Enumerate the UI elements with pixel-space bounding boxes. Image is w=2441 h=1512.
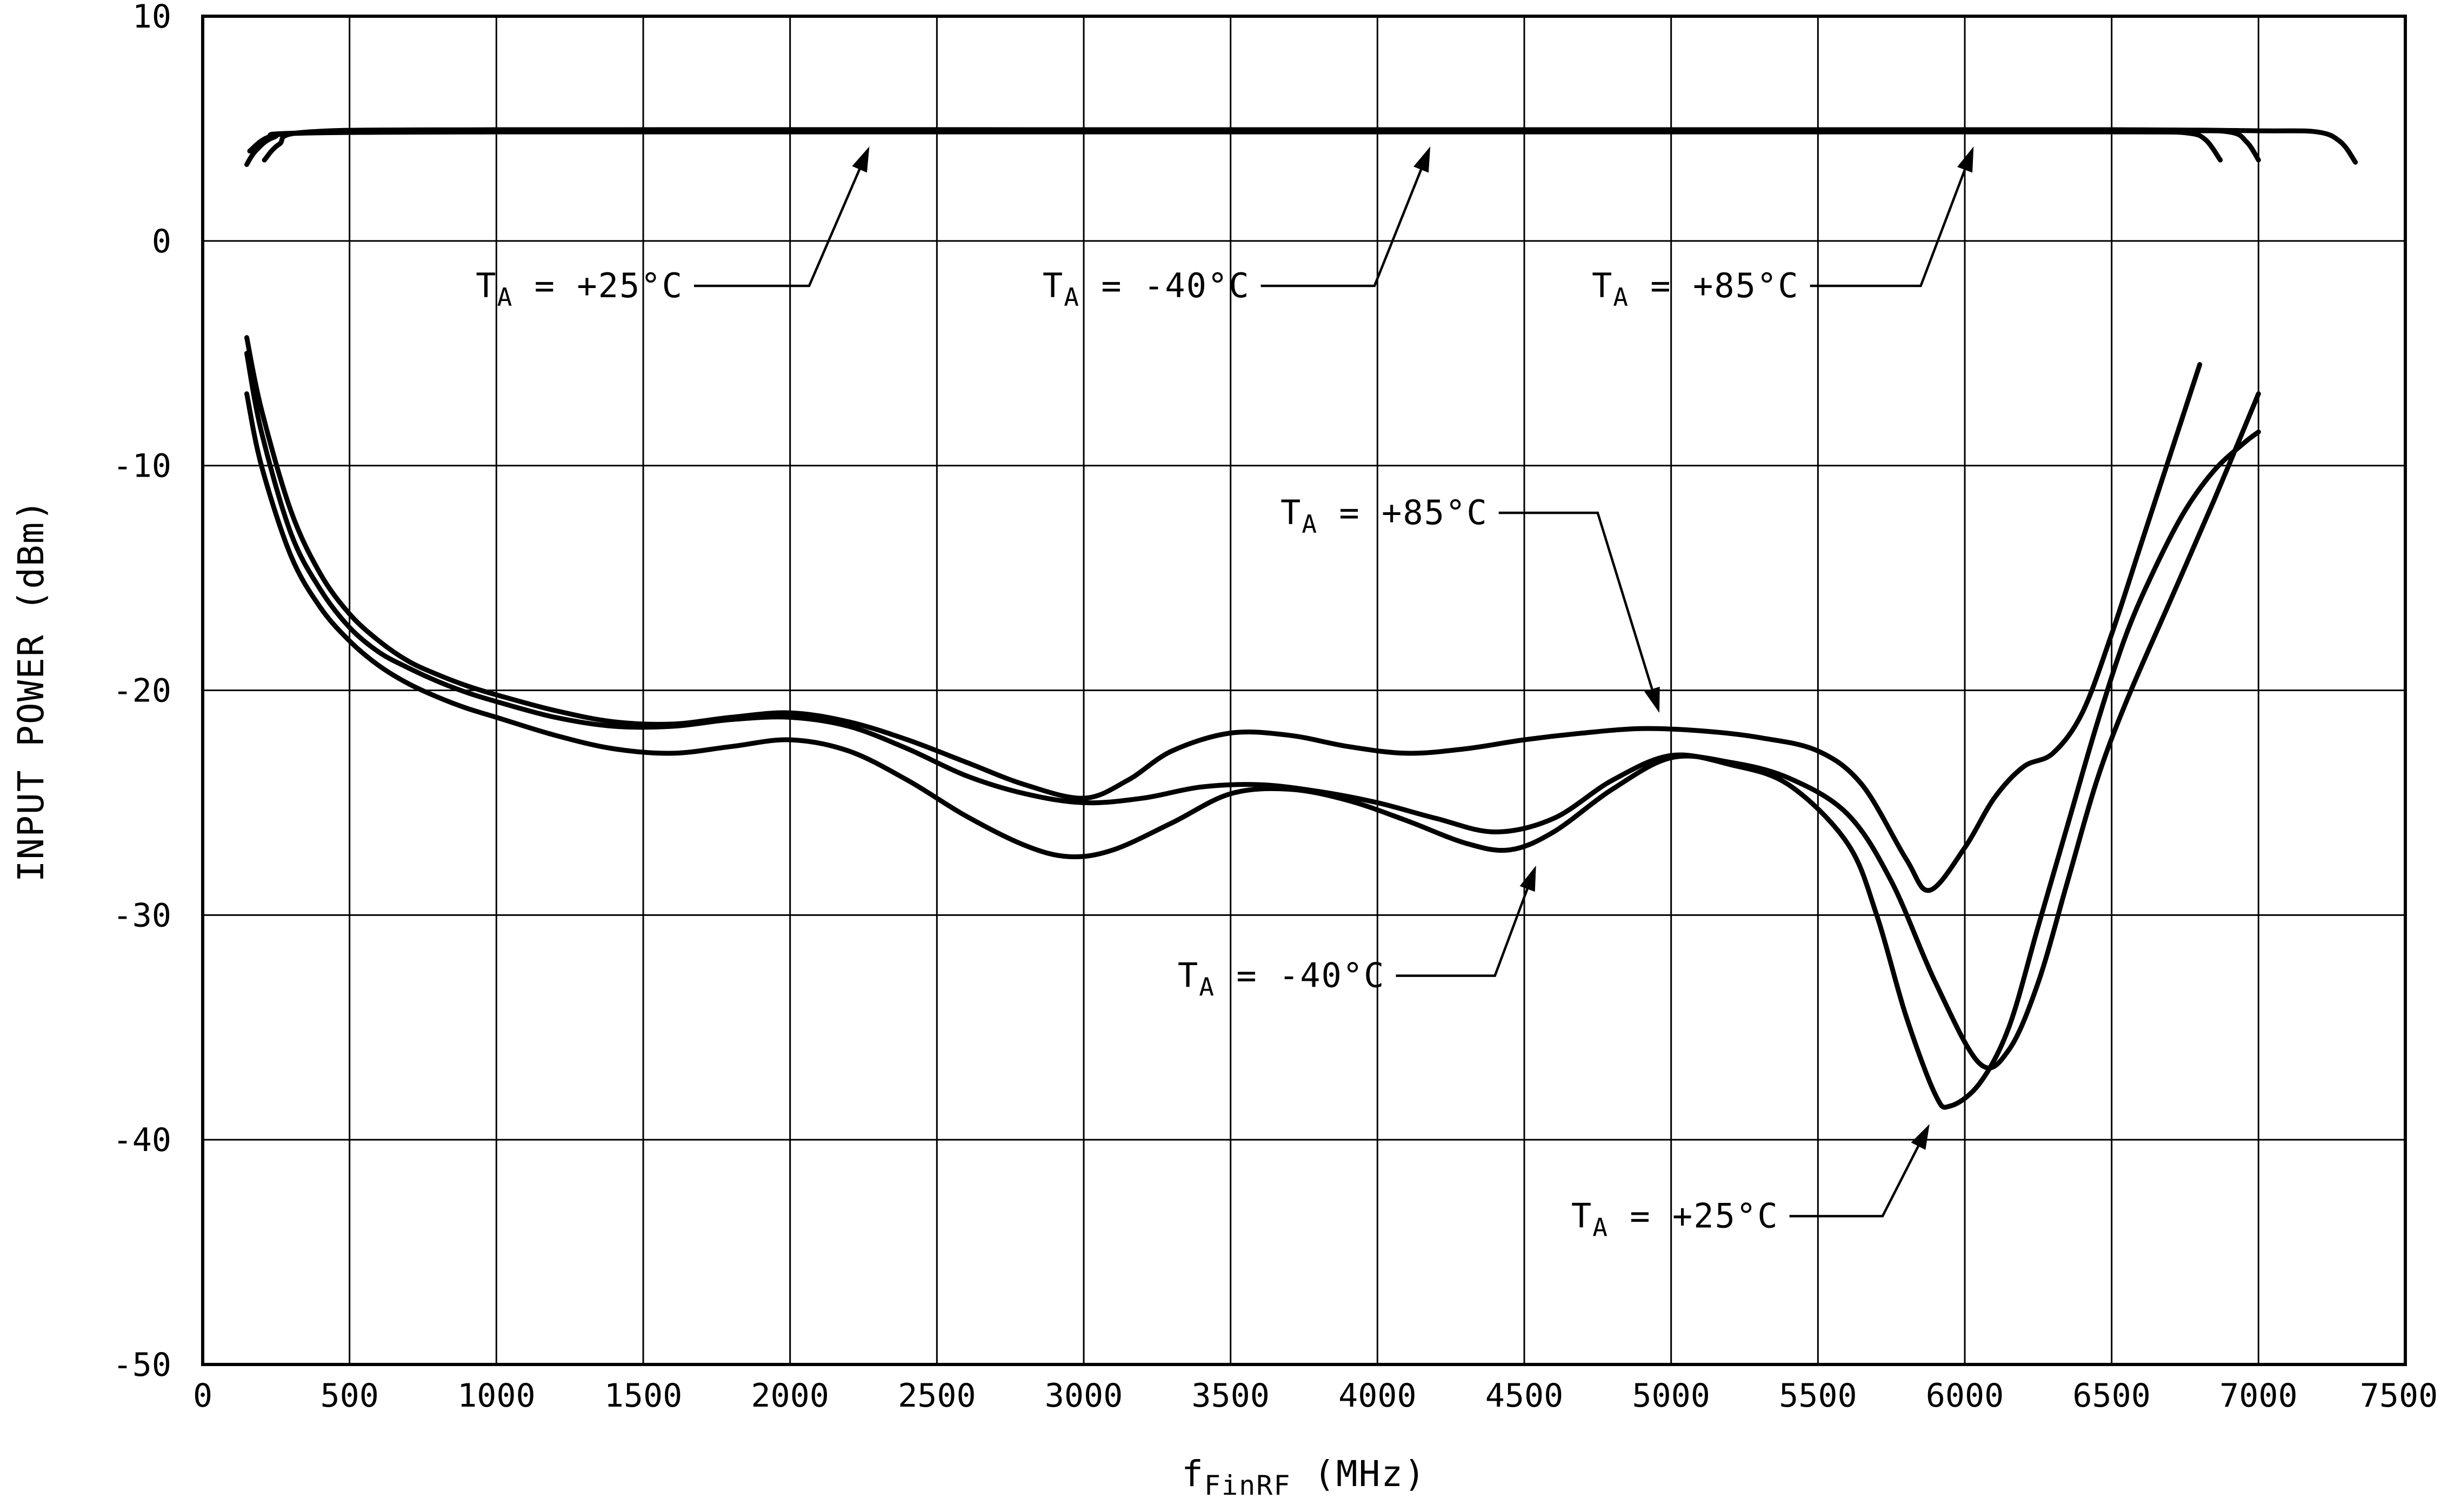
annotation-label: TA = +25°C	[1571, 1196, 1779, 1242]
x-tick-label: 3000	[1045, 1377, 1123, 1415]
grid	[203, 16, 2405, 1364]
x-tick-label: 7500	[2360, 1377, 2438, 1415]
y-axis-title: INPUT POWER (dBm)	[10, 499, 52, 882]
x-axis-tick-labels: 0 500 1000 1500 2000 2500 3000 3500 4000 4500 5000…	[193, 1377, 2438, 1415]
y-tick-label: -40	[113, 1121, 171, 1159]
curves	[244, 127, 2358, 1110]
annotation-upper-ta-plus85-label: TA = +85°C	[1592, 146, 1974, 312]
x-tick-label: 6000	[1926, 1377, 2004, 1415]
curve-upper-max-input-ta-plus85	[262, 127, 2358, 165]
arrowhead-icon	[1413, 146, 1431, 173]
arrowhead-icon	[852, 146, 870, 173]
annotation-lower-ta-minus40-label: TA = -40°C	[1178, 865, 1536, 1002]
x-tick-label: 1000	[457, 1377, 536, 1415]
y-tick-label: -20	[113, 672, 171, 710]
y-tick-label: -10	[113, 447, 171, 485]
annotation-leader-line	[693, 169, 861, 287]
y-tick-label: 10	[132, 0, 171, 36]
annotation-leader-line	[1396, 888, 1529, 977]
x-tick-label: 1500	[604, 1377, 683, 1415]
y-tick-label: 0	[152, 223, 171, 260]
arrowhead-icon	[1957, 146, 1974, 173]
y-tick-label: -30	[113, 897, 171, 934]
annotation-label: TA = +85°C	[1280, 493, 1488, 539]
curve-lower-min-input-ta-minus40	[244, 391, 2261, 1071]
y-axis-tick-labels: 10 0 -10 -20 -30 -40 -50	[113, 0, 171, 1384]
annotation-leader-line	[1498, 511, 1653, 690]
x-tick-label: 6500	[2072, 1377, 2151, 1415]
annotation-upper-ta-plus25-label: TA = +25°C	[476, 146, 870, 312]
annotation-upper-ta-minus40-label: TA = -40°C	[1043, 146, 1431, 312]
annotation-label: TA = -40°C	[1043, 266, 1250, 312]
curve-lower-min-input-ta-plus25	[244, 351, 2261, 1110]
annotations: TA = +25°C TA = -40°C TA = +85°C TA = +85°C…	[476, 146, 1974, 1242]
annotation-lower-ta-plus25-label: TA = +25°C	[1571, 1124, 1930, 1242]
x-tick-label: 4500	[1485, 1377, 1564, 1415]
annotation-label: TA = +85°C	[1592, 266, 1799, 312]
x-tick-label: 500	[320, 1377, 378, 1415]
annotation-label: TA = +25°C	[476, 266, 683, 312]
x-tick-label: 3500	[1191, 1377, 1270, 1415]
x-tick-label: 2000	[751, 1377, 829, 1415]
annotation-leader-line	[1789, 1146, 1919, 1217]
annotation-label: TA = -40°C	[1178, 956, 1385, 1002]
x-tick-label: 5000	[1632, 1377, 1710, 1415]
y-tick-label: -50	[113, 1346, 171, 1384]
curve-lower-min-input-ta-plus85	[244, 335, 2203, 893]
x-tick-label: 5500	[1779, 1377, 1857, 1415]
x-tick-label: 2500	[898, 1377, 976, 1415]
x-tick-label: 4000	[1338, 1377, 1417, 1415]
annotation-leader-line	[1810, 169, 1966, 287]
arrowhead-icon	[1911, 1124, 1930, 1150]
annotation-leader-line	[1260, 169, 1423, 287]
annotation-lower-ta-plus85-label: TA = +85°C	[1280, 493, 1660, 713]
x-axis-title: fFinRF (MHz)	[1182, 1453, 1426, 1501]
arrowhead-icon	[1644, 686, 1660, 713]
plot-border	[201, 15, 2407, 1366]
x-tick-label: 7000	[2219, 1377, 2298, 1415]
arrowhead-icon	[1519, 865, 1536, 892]
x-tick-label: 0	[193, 1377, 212, 1415]
